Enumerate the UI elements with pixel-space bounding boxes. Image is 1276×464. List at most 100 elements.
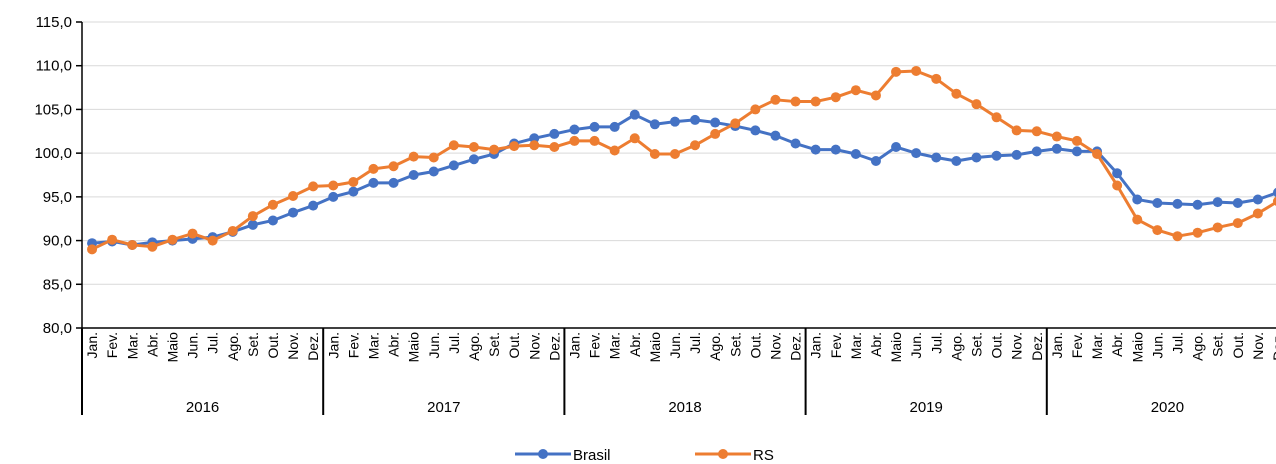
x-tick-label: Jul. bbox=[928, 332, 944, 354]
marker bbox=[891, 66, 902, 77]
x-tick-label: Fev. bbox=[104, 332, 120, 358]
marker bbox=[1152, 225, 1163, 236]
x-tick-label: Mar. bbox=[1089, 332, 1105, 359]
marker bbox=[830, 92, 841, 103]
marker bbox=[207, 235, 218, 246]
x-tick-label: Abr. bbox=[1109, 332, 1125, 357]
x-tick-label: Ago. bbox=[466, 332, 482, 361]
marker bbox=[730, 118, 741, 129]
marker bbox=[911, 148, 922, 159]
x-tick-label: Nov. bbox=[285, 332, 301, 360]
x-tick-label: Abr. bbox=[868, 332, 884, 357]
x-tick-label: Jan. bbox=[84, 332, 100, 358]
marker bbox=[870, 156, 881, 167]
x-tick-label: Fev. bbox=[345, 332, 361, 358]
marker bbox=[1192, 227, 1203, 238]
x-tick-label: Fev. bbox=[828, 332, 844, 358]
x-tick-label: Set. bbox=[486, 332, 502, 357]
marker bbox=[388, 161, 399, 172]
marker bbox=[167, 234, 178, 245]
year-label: 2016 bbox=[186, 399, 219, 416]
marker bbox=[1272, 187, 1276, 198]
marker bbox=[991, 150, 1002, 161]
marker bbox=[589, 135, 600, 146]
x-tick-label: Maio bbox=[406, 332, 422, 363]
x-tick-label: Jul. bbox=[687, 332, 703, 354]
marker bbox=[468, 142, 479, 153]
marker bbox=[1051, 131, 1062, 142]
marker bbox=[127, 239, 138, 250]
x-tick-label: Jan. bbox=[808, 332, 824, 358]
marker bbox=[931, 152, 942, 163]
legend-label: Brasil bbox=[573, 447, 611, 464]
marker bbox=[931, 73, 942, 84]
y-tick-label: 115,0 bbox=[36, 14, 72, 31]
marker bbox=[1132, 214, 1143, 225]
marker bbox=[87, 244, 98, 255]
x-tick-label: Jan. bbox=[566, 332, 582, 358]
x-tick-label: Ago. bbox=[1190, 332, 1206, 361]
series-line bbox=[91, 113, 1276, 247]
marker bbox=[388, 177, 399, 188]
x-tick-label: Nov. bbox=[526, 332, 542, 360]
x-tick-label: Set. bbox=[968, 332, 984, 357]
marker bbox=[810, 96, 821, 107]
marker bbox=[428, 152, 439, 163]
marker bbox=[1212, 197, 1223, 208]
marker bbox=[629, 109, 640, 120]
x-tick-label: Jun. bbox=[426, 332, 442, 358]
marker bbox=[891, 142, 902, 153]
x-tick-label: Abr. bbox=[144, 332, 160, 357]
marker bbox=[1031, 146, 1042, 157]
marker bbox=[368, 163, 379, 174]
x-tick-label: Jun. bbox=[667, 332, 683, 358]
marker bbox=[529, 140, 540, 151]
x-tick-label: Nov. bbox=[767, 332, 783, 360]
marker bbox=[1071, 135, 1082, 146]
marker bbox=[951, 88, 962, 99]
marker bbox=[247, 211, 258, 222]
y-tick-label: 100,0 bbox=[34, 145, 72, 162]
legend-label: RS bbox=[753, 447, 774, 464]
marker bbox=[649, 119, 660, 130]
marker bbox=[408, 151, 419, 162]
year-label: 2017 bbox=[427, 399, 460, 416]
marker bbox=[428, 166, 439, 177]
x-tick-label: Maio bbox=[647, 332, 663, 363]
legend-marker bbox=[718, 449, 728, 459]
marker bbox=[1152, 197, 1163, 208]
y-tick-label: 110,0 bbox=[36, 58, 72, 75]
y-tick-label: 95,0 bbox=[43, 189, 72, 206]
marker bbox=[509, 141, 520, 152]
marker bbox=[1071, 146, 1082, 157]
marker bbox=[187, 228, 198, 239]
marker bbox=[1011, 125, 1022, 136]
marker bbox=[1232, 218, 1243, 229]
marker bbox=[1172, 198, 1183, 209]
marker bbox=[308, 200, 319, 211]
x-tick-label: Dez. bbox=[1270, 332, 1276, 361]
marker bbox=[669, 149, 680, 160]
y-tick-label: 90,0 bbox=[43, 233, 72, 250]
marker bbox=[971, 152, 982, 163]
x-tick-label: Mar. bbox=[124, 332, 140, 359]
marker bbox=[609, 145, 620, 156]
x-tick-label: Dez. bbox=[305, 332, 321, 361]
marker bbox=[1252, 194, 1263, 205]
x-tick-label: Nov. bbox=[1009, 332, 1025, 360]
marker bbox=[1092, 149, 1103, 160]
x-tick-label: Set. bbox=[245, 332, 261, 357]
marker bbox=[770, 94, 781, 105]
marker bbox=[348, 176, 359, 187]
x-tick-label: Jul. bbox=[205, 332, 221, 354]
x-tick-label: Jun. bbox=[908, 332, 924, 358]
marker bbox=[669, 116, 680, 127]
y-tick-label: 105,0 bbox=[34, 101, 72, 118]
marker bbox=[1252, 208, 1263, 219]
marker bbox=[790, 96, 801, 107]
x-tick-label: Abr. bbox=[386, 332, 402, 357]
marker bbox=[1192, 199, 1203, 210]
marker bbox=[308, 181, 319, 192]
marker bbox=[750, 104, 761, 115]
